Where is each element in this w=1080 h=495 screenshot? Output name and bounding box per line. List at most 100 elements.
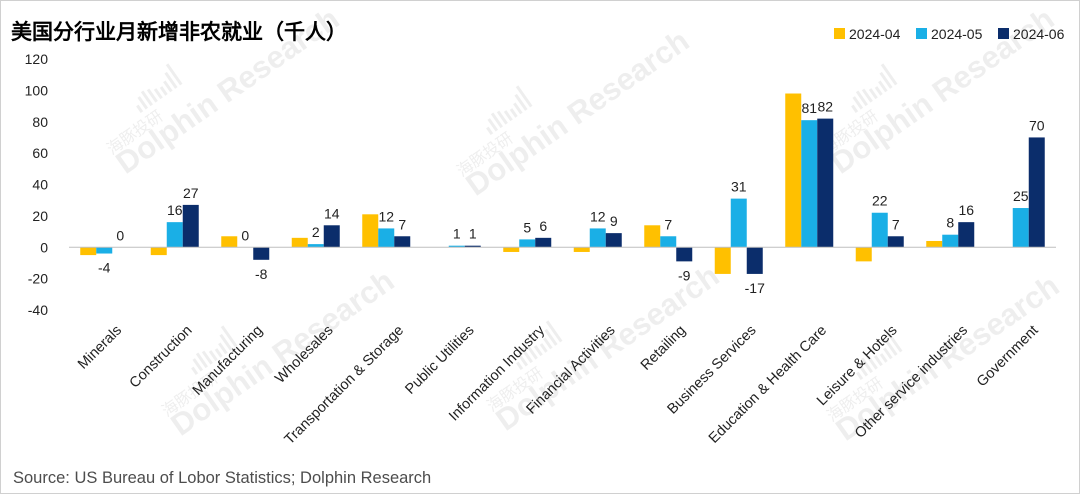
watermark-bar xyxy=(487,118,499,132)
data-label-transportation-and-storage-2024-05: 12 xyxy=(378,208,394,224)
x-label-public-utilities: Public Utilities xyxy=(402,323,477,398)
y-tick-label: 80 xyxy=(32,114,48,130)
watermark-bar xyxy=(866,355,878,370)
bar-other-service-industries-2024-05 xyxy=(942,234,959,248)
watermark-bar xyxy=(873,355,883,367)
watermark-bar xyxy=(855,90,868,107)
bar-education-and-health-care-2024-04 xyxy=(785,93,802,248)
watermark-bar xyxy=(533,345,543,357)
data-label-government-2024-05: 25 xyxy=(1013,188,1029,204)
y-tick-label: 60 xyxy=(32,145,48,161)
data-label-minerals-2024-06: 0 xyxy=(116,227,124,243)
watermark-bar xyxy=(509,108,518,118)
data-label-other-service-industries-2024-06: 16 xyxy=(958,202,974,218)
x-label-minerals: Minerals xyxy=(75,323,125,373)
bar-leisure-and-hotels-2024-06 xyxy=(887,236,904,248)
watermark-bar xyxy=(220,325,238,348)
bar-leisure-and-hotels-2024-04 xyxy=(855,247,872,262)
watermark-bar xyxy=(192,358,204,372)
watermark-bar xyxy=(136,104,144,113)
bar-other-service-industries-2024-06 xyxy=(958,222,975,248)
watermark-bar xyxy=(219,333,233,351)
bar-manufacturing-2024-06 xyxy=(253,247,270,260)
watermark-bar xyxy=(195,352,208,369)
watermark-bar xyxy=(544,328,558,346)
watermark-bar xyxy=(852,96,864,110)
watermark-bar xyxy=(543,337,553,350)
watermark-bar xyxy=(885,330,903,353)
watermark-bar xyxy=(490,112,503,129)
legend: 2024-04 2024-05 2024-06 xyxy=(834,26,1065,42)
legend-label-2024-05: 2024-05 xyxy=(931,26,983,42)
bar-minerals-2024-05 xyxy=(96,247,113,254)
watermark-bar xyxy=(218,342,228,355)
bars-layer xyxy=(80,93,1045,274)
data-label-retailing-2024-05: 7 xyxy=(664,216,672,232)
bar-information-industry-2024-04 xyxy=(503,247,520,252)
watermark-bar xyxy=(879,353,888,363)
data-label-public-utilities-2024-06: 1 xyxy=(469,226,477,242)
data-label-manufacturing-2024-06: -8 xyxy=(255,266,268,282)
watermark-bar xyxy=(208,350,218,362)
watermark-bar xyxy=(884,338,898,356)
bar-financial-activities-2024-06 xyxy=(605,233,622,248)
data-label-public-utilities-2024-05: 1 xyxy=(453,226,461,242)
bar-wholesales-2024-06 xyxy=(323,225,340,248)
bar-manufacturing-2024-04 xyxy=(221,236,238,248)
bar-retailing-2024-05 xyxy=(660,236,677,248)
data-label-leisure-and-hotels-2024-05: 22 xyxy=(872,193,888,209)
watermark-bar xyxy=(165,63,183,86)
data-label-manufacturing-2024-05: 0 xyxy=(241,227,249,243)
legend-swatch-2024-06 xyxy=(998,28,1009,39)
watermark-bar xyxy=(137,96,149,110)
bar-business-services-2024-04 xyxy=(714,247,731,274)
watermark-bar xyxy=(153,88,163,100)
bar-government-2024-06 xyxy=(1028,137,1045,248)
bar-wholesales-2024-04 xyxy=(291,237,308,248)
watermark-bar xyxy=(159,86,168,96)
watermark-bar xyxy=(880,63,898,86)
bar-public-utilities-2024-05 xyxy=(448,245,465,248)
bar-transportation-and-storage-2024-04 xyxy=(362,214,379,248)
data-label-education-and-health-care-2024-05: 81 xyxy=(801,100,817,116)
bar-leisure-and-hotels-2024-05 xyxy=(871,212,888,248)
watermark-bar xyxy=(140,90,153,107)
bar-business-services-2024-05 xyxy=(730,198,747,248)
bar-financial-activities-2024-04 xyxy=(573,247,590,252)
data-label-minerals-2024-05: -4 xyxy=(98,260,111,276)
y-tick-label: -40 xyxy=(28,302,48,318)
watermark-bar xyxy=(883,347,893,360)
watermark-bar xyxy=(874,86,883,96)
watermark-bar xyxy=(513,102,523,115)
bar-wholesales-2024-05 xyxy=(307,244,324,248)
source-note: Source: US Bureau of Lobor Statistics; D… xyxy=(13,469,431,487)
y-tick-label: 100 xyxy=(25,82,49,98)
bar-education-and-health-care-2024-05 xyxy=(801,120,818,248)
y-tick-label: 40 xyxy=(32,177,48,193)
x-label-construction: Construction xyxy=(127,323,196,392)
bar-financial-activities-2024-05 xyxy=(589,228,606,248)
watermark-bar xyxy=(514,93,528,111)
watermark-bar xyxy=(146,88,158,103)
data-label-education-and-health-care-2024-06: 82 xyxy=(817,99,833,115)
data-label-construction-2024-05: 16 xyxy=(167,202,183,218)
watermark-bar xyxy=(516,361,524,370)
data-label-other-service-industries-2024-05: 8 xyxy=(946,215,954,231)
data-label-business-services-2024-05: 31 xyxy=(731,179,747,195)
y-tick-label: -20 xyxy=(28,271,48,287)
watermark-bar xyxy=(545,320,563,343)
data-label-government-2024-06: 70 xyxy=(1029,117,1045,133)
bar-education-and-health-care-2024-06 xyxy=(817,118,834,248)
bar-construction-2024-04 xyxy=(150,247,167,256)
data-label-financial-activities-2024-05: 12 xyxy=(590,208,606,224)
watermark-bar xyxy=(163,80,173,93)
y-axis: -40 -20 0 20 40 60 80 100 120 xyxy=(25,51,49,318)
data-label-financial-activities-2024-06: 9 xyxy=(610,213,618,229)
watermark-bar xyxy=(164,71,178,89)
watermark-bar xyxy=(496,110,508,125)
y-tick-label: 20 xyxy=(32,208,48,224)
